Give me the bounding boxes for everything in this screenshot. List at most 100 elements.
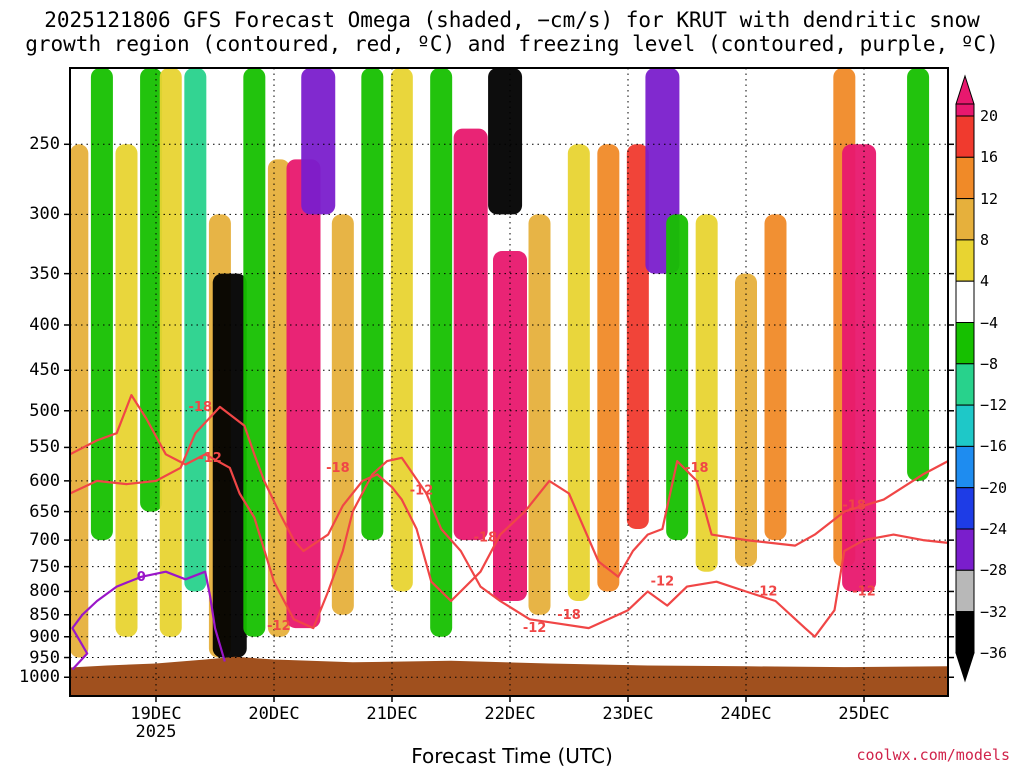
y-tick-label: 550 (29, 437, 60, 458)
omega-cell (789, 68, 812, 592)
terrain-fill (70, 656, 948, 696)
contour-label: -18 (557, 608, 581, 623)
colorbar-label: −4 (980, 313, 999, 332)
omega-cell (90, 68, 113, 541)
omega-cell (488, 68, 523, 215)
y-tick-label: 700 (29, 530, 60, 551)
omega-cell (70, 144, 89, 658)
colorbar-bottom-arrow (955, 652, 975, 683)
omega-cell (184, 68, 207, 592)
plot-gridlines (70, 68, 948, 696)
colorbar (955, 74, 975, 683)
omega-cell (626, 144, 649, 529)
omega-cell (597, 144, 620, 592)
contour-label: -18 (326, 461, 350, 476)
omega-cell (907, 68, 930, 481)
y-tick-label: 450 (29, 360, 60, 381)
colorbar-label: −24 (980, 520, 1008, 538)
x-tick-label: 20DEC (248, 704, 300, 724)
omega-cell (140, 68, 163, 512)
temperature-contours (69, 394, 949, 671)
omega-cell (159, 68, 182, 637)
y-tick-label: 800 (29, 581, 60, 602)
terrain-layer (70, 656, 948, 696)
x-tick-sublabel: 2025 (135, 722, 177, 742)
y-tick-label: 600 (29, 470, 60, 491)
colorbar-label: 12 (980, 189, 999, 208)
axis-ticks (64, 143, 954, 702)
x-tick-label: 24DEC (720, 704, 772, 724)
omega-cell (331, 214, 354, 615)
omega-cell (528, 214, 551, 615)
contour-line (69, 405, 949, 603)
contour-labels: -18 -12 -18 -12 -18 -12 -18 -12 -18 -12 -18 -12 -12 0 (137, 400, 876, 636)
omega-cell (267, 159, 290, 637)
colorbar-label: −8 (980, 354, 999, 373)
contour-label: -12 (852, 584, 876, 599)
colorbar-swatch (955, 363, 975, 406)
colorbar-label: 20 (980, 107, 999, 125)
contour-line (71, 570, 226, 671)
colorbar-swatch (955, 322, 975, 365)
omega-cell (764, 214, 787, 541)
colorbar-swatch (955, 239, 975, 282)
y-tick-label: 650 (29, 501, 60, 522)
colorbar-swatch (955, 280, 975, 324)
colorbar-swatch (955, 569, 975, 613)
omega-cell (390, 68, 413, 592)
colorbar-swatch (955, 445, 975, 489)
omega-cell (301, 68, 336, 215)
colorbar-label: −36 (980, 643, 1008, 662)
colorbar-swatch (955, 198, 975, 241)
x-tick-label: 23DEC (602, 704, 654, 724)
contour-line (69, 394, 949, 638)
colorbar-swatch (955, 156, 975, 200)
y-tick-label: 850 (29, 604, 60, 625)
colorbar-top-arrow (955, 74, 975, 105)
x-tick-label: 22DEC (484, 704, 536, 724)
colorbar-label: 16 (980, 148, 999, 167)
omega-cell (842, 144, 877, 592)
colorbar-label: −12 (980, 396, 1008, 415)
plot-frame (69, 67, 949, 697)
x-tick-label: 25DEC (838, 704, 890, 724)
chart-title-line1: 2025121806 GFS Forecast Omega (shaded, −… (44, 8, 980, 32)
contour-label: -18 (189, 400, 213, 415)
contour-label: -12 (198, 451, 222, 466)
y-tick-label: 950 (29, 647, 60, 668)
y-tick-label: 900 (29, 626, 60, 647)
contour-label: -18 (842, 499, 866, 514)
colorbar-swatch (955, 611, 975, 654)
colorbar-swatch (955, 404, 975, 447)
y-tick-label: 400 (29, 314, 60, 335)
chart-title-line2: growth region (contoured, red, ºC) and f… (25, 32, 999, 56)
omega-cell (695, 214, 718, 572)
y-tick-label: 500 (29, 400, 60, 421)
contour-label: -12 (267, 619, 291, 634)
omega-cell (286, 159, 321, 629)
contour-label: 0 (137, 570, 146, 585)
colorbar-swatch (955, 103, 975, 117)
omega-cell (115, 144, 138, 637)
x-tick-label: 21DEC (366, 704, 418, 724)
omega-cell (666, 214, 689, 541)
contour-label: -12 (651, 575, 675, 590)
y-tick-label: 300 (29, 204, 60, 225)
colorbar-label: −28 (980, 561, 1008, 580)
omega-cell (567, 144, 590, 601)
contour-label: -12 (410, 483, 434, 498)
y-tick-label: 1000 (19, 667, 60, 688)
source-credit[interactable]: coolwx.com/models (856, 746, 1010, 764)
contour-label: -18 (474, 530, 498, 545)
omega-cell (212, 273, 247, 658)
contour-label: -18 (685, 461, 709, 476)
colorbar-label: 4 (980, 272, 990, 291)
colorbar-label: −32 (980, 602, 1008, 621)
colorbar-swatch (955, 528, 975, 571)
omega-cell (243, 68, 266, 637)
x-axis-title: Forecast Time (UTC) (411, 744, 613, 768)
colorbar-label: −16 (980, 437, 1008, 456)
omega-cell (361, 68, 384, 541)
colorbar-swatch (955, 487, 975, 530)
